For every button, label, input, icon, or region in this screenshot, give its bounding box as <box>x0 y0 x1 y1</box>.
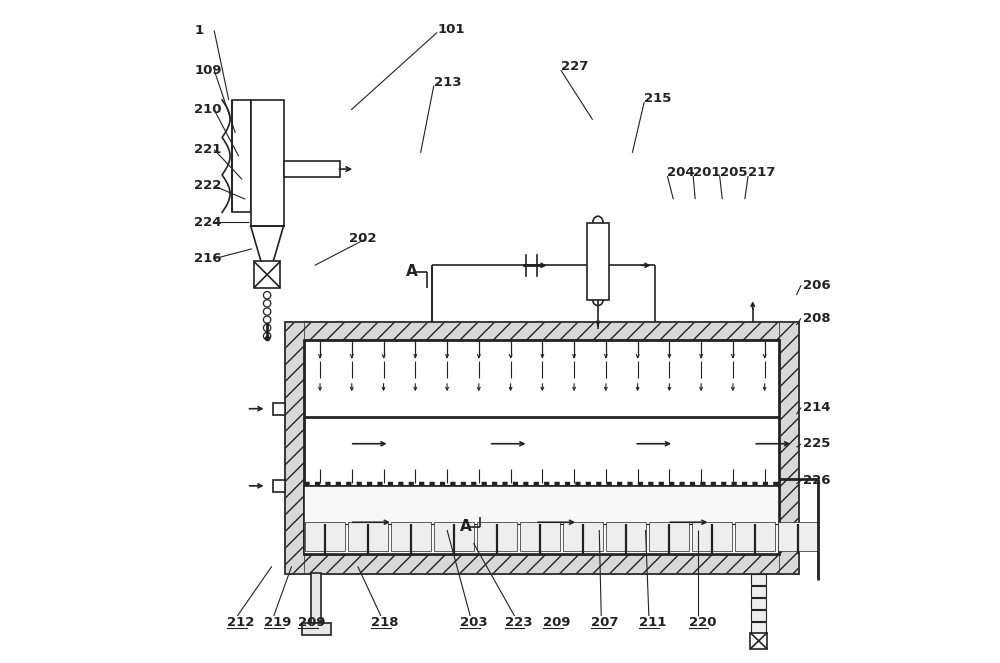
Text: 109: 109 <box>194 64 222 77</box>
Text: 101: 101 <box>437 23 465 36</box>
Bar <box>285 322 798 340</box>
Bar <box>285 322 798 573</box>
Bar <box>285 554 798 573</box>
Bar <box>779 322 798 573</box>
Text: 214: 214 <box>803 401 831 414</box>
Text: 215: 215 <box>644 92 672 105</box>
Bar <box>434 522 474 551</box>
Text: 204: 204 <box>667 166 695 179</box>
Text: 221: 221 <box>194 143 222 156</box>
Text: 209: 209 <box>543 616 571 629</box>
Text: 1: 1 <box>194 24 203 37</box>
Bar <box>751 598 766 609</box>
Text: 213: 213 <box>434 76 461 89</box>
Bar <box>260 262 274 272</box>
Text: 227: 227 <box>561 60 588 74</box>
Text: 205: 205 <box>720 166 747 179</box>
Text: 222: 222 <box>194 180 222 192</box>
Text: 206: 206 <box>803 278 831 292</box>
Bar <box>520 522 560 551</box>
Bar <box>735 522 775 551</box>
Text: 208: 208 <box>803 312 831 325</box>
Bar <box>751 622 766 633</box>
Text: 223: 223 <box>505 616 532 629</box>
Text: 203: 203 <box>460 616 488 629</box>
Text: 216: 216 <box>194 252 222 265</box>
Bar <box>284 161 340 177</box>
Bar <box>649 522 689 551</box>
Bar <box>311 573 321 623</box>
Text: 202: 202 <box>349 232 377 245</box>
Bar <box>563 522 603 551</box>
Ellipse shape <box>593 294 603 306</box>
Bar <box>692 522 732 551</box>
Bar <box>477 522 517 551</box>
Text: 219: 219 <box>264 616 291 629</box>
Bar <box>254 261 280 288</box>
Ellipse shape <box>593 216 603 231</box>
Bar <box>273 480 285 492</box>
Text: 207: 207 <box>591 616 619 629</box>
Text: 217: 217 <box>748 166 775 179</box>
Bar <box>778 522 818 551</box>
Bar <box>606 522 646 551</box>
Text: A: A <box>460 519 472 534</box>
Text: 212: 212 <box>227 616 255 629</box>
Text: 201: 201 <box>693 166 721 179</box>
Text: 226: 226 <box>803 474 831 487</box>
Bar <box>751 586 766 597</box>
Bar <box>273 402 285 414</box>
Bar <box>232 100 251 212</box>
Bar <box>305 522 345 551</box>
Text: A: A <box>406 265 418 280</box>
Text: 220: 220 <box>689 616 716 629</box>
Bar <box>391 522 431 551</box>
Text: 211: 211 <box>639 616 666 629</box>
Bar <box>251 100 284 225</box>
Bar <box>751 574 766 585</box>
Bar <box>750 633 767 649</box>
Bar <box>751 610 766 621</box>
Bar <box>285 322 304 573</box>
Text: 209: 209 <box>298 616 326 629</box>
Bar <box>587 223 609 300</box>
Bar <box>304 340 779 554</box>
Bar <box>302 623 331 634</box>
Text: 225: 225 <box>803 438 830 450</box>
Text: 218: 218 <box>371 616 398 629</box>
Bar <box>304 486 779 554</box>
Text: 210: 210 <box>194 103 222 117</box>
Text: 224: 224 <box>194 216 222 229</box>
Bar <box>348 522 388 551</box>
